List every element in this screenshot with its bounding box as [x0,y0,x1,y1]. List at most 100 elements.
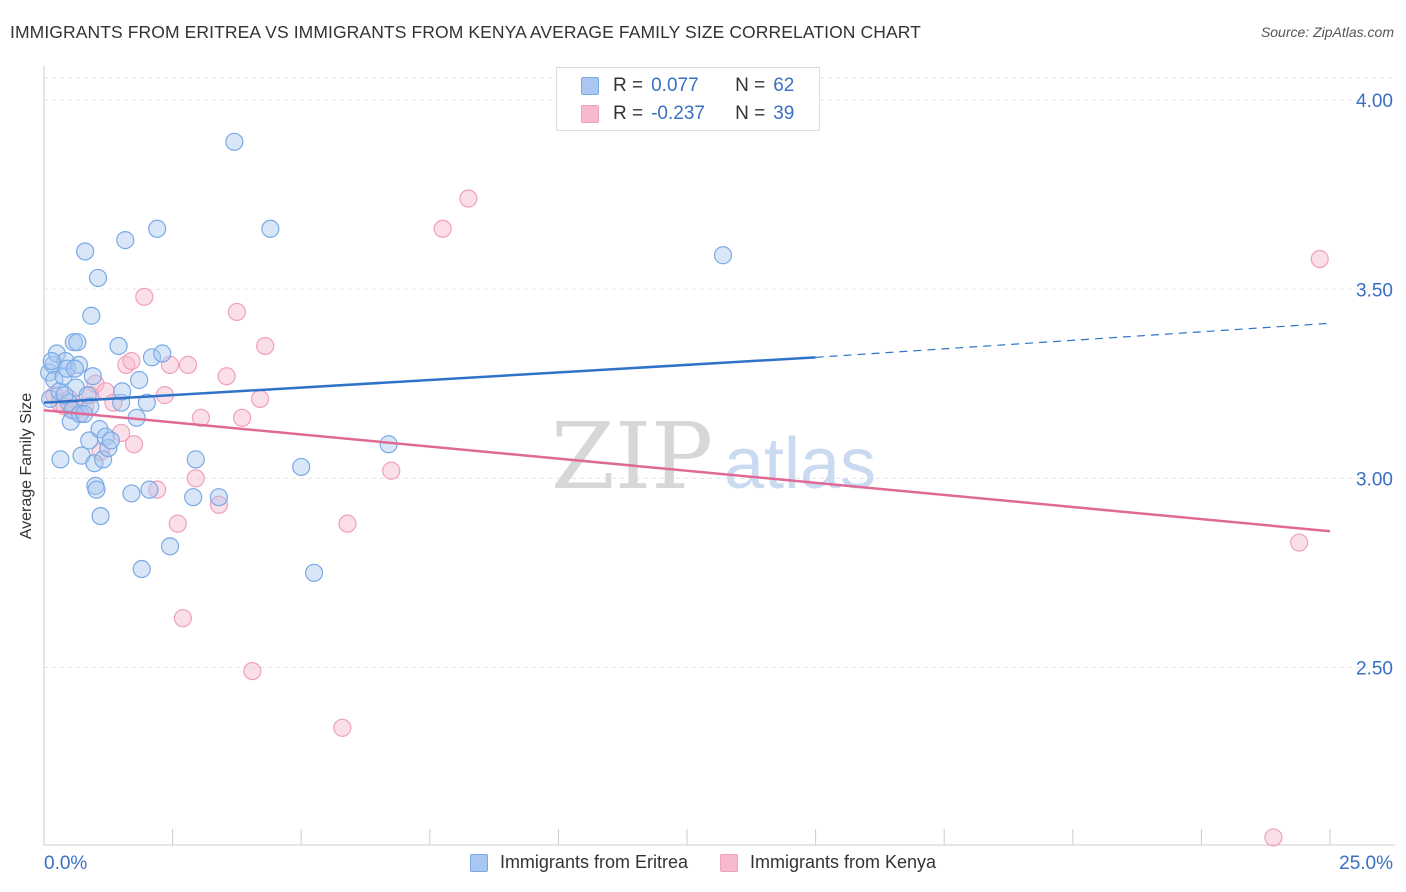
point-kenya [148,480,167,499]
point-eritrea [160,537,180,556]
point-kenya [1290,533,1309,552]
point-eritrea [137,393,156,412]
eritrea-swatch [469,853,488,872]
y-tick-label: 3.00 [1356,469,1393,490]
point-eritrea [109,336,128,356]
point-eritrea [94,450,113,469]
point-eritrea [65,359,84,378]
point-eritrea [91,506,110,526]
point-eritrea [304,563,324,582]
point-eritrea [82,306,101,325]
point-kenya [232,408,252,427]
point-kenya [433,219,452,238]
point-kenya [209,495,228,514]
point-kenya [191,408,210,427]
x-tick-label-min: 0.0% [44,853,87,874]
point-eritrea [76,242,95,261]
point-eritrea [292,457,311,477]
n-value: 62 [773,75,795,96]
r-label: R = [613,103,644,124]
point-eritrea [148,219,167,238]
legend-item-eritrea: Immigrants from Eritrea [469,852,688,873]
point-eritrea [55,386,74,405]
point-eritrea [186,450,205,469]
point-eritrea [56,351,75,371]
point-kenya [382,461,401,480]
point-kenya [338,514,357,533]
point-eritrea [58,359,77,378]
point-eritrea [225,132,244,151]
point-eritrea [83,367,102,386]
point-eritrea [261,219,280,238]
y-tick-label: 2.50 [1356,658,1393,679]
kenya-swatch [581,105,599,123]
point-eritrea [90,420,109,439]
r-label: R = [613,75,644,96]
point-kenya [256,336,275,356]
point-kenya [122,351,141,371]
point-kenya [1264,828,1283,847]
point-kenya [243,661,262,681]
point-eritrea [142,348,162,367]
point-eritrea [116,231,135,250]
point-eritrea [88,268,108,288]
point-eritrea [101,431,120,450]
point-eritrea [45,370,64,390]
trend-line-eritrea [43,356,816,404]
point-eritrea [713,246,733,265]
point-eritrea [140,480,159,499]
y-tick-label: 4.00 [1356,91,1393,112]
point-kenya [1310,249,1329,269]
eritrea-swatch [581,77,599,95]
trend-line-eritrea-projection [815,322,1331,358]
y-axis-label: Average Family Size [18,392,35,540]
point-eritrea [51,450,70,469]
point-kenya [173,609,192,628]
point-kenya [135,287,154,306]
point-eritrea [42,351,61,371]
r-value: 0.077 [651,75,699,96]
stats-legend: R = 0.077 N = 62 R = -0.237 N = 39 [556,67,820,131]
kenya-swatch [719,853,738,872]
point-eritrea [132,559,151,579]
legend-label-eritrea: Immigrants from Eritrea [499,852,688,872]
point-kenya [168,514,187,533]
n-label: N = [735,75,766,96]
y-tick-label: 3.50 [1356,280,1393,301]
legend-item-kenya: Immigrants from Kenya [719,852,937,873]
tick-labels: 2.50 3.00 3.50 4.00 0.0% 25.0% [44,91,1393,874]
n-value: 39 [773,103,795,124]
trend-line-kenya [43,408,1331,533]
stats-legend-row-eritrea: R = 0.077 N = 62 [581,73,794,99]
watermark-zip: ZIP [551,403,713,510]
point-kenya [112,423,131,443]
point-eritrea [85,454,104,473]
r-value: -0.237 [651,103,705,124]
point-kenya [459,189,478,208]
source-label: Source: ZipAtlas.com [1260,24,1394,40]
point-kenya [333,718,352,737]
trend-layer [43,322,1331,533]
point-eritrea [153,344,172,363]
axes-layer [43,66,1395,846]
point-eritrea [122,484,141,503]
point-kenya [124,435,144,454]
watermark: ZIP atlas [551,403,876,510]
chart-title: IMMIGRANTS FROM ERITREA VS IMMIGRANTS FR… [10,22,921,42]
point-eritrea [209,488,228,507]
point-eritrea [68,333,87,352]
legend-label-kenya: Immigrants from Kenya [749,852,937,872]
point-eritrea [184,488,203,507]
point-kenya [178,355,198,374]
stats-legend-row-kenya: R = -0.237 N = 39 [581,101,794,127]
point-eritrea [87,480,106,499]
point-kenya [250,389,270,409]
point-eritrea [130,370,149,390]
point-kenya [186,469,205,488]
point-kenya [227,302,246,322]
point-kenya [217,367,236,386]
x-tick-label-max: 25.0% [1339,853,1393,874]
watermark-atlas: atlas [724,424,876,504]
n-label: N = [735,103,766,124]
series-legend: Immigrants from Eritrea Immigrants from … [0,852,1406,873]
